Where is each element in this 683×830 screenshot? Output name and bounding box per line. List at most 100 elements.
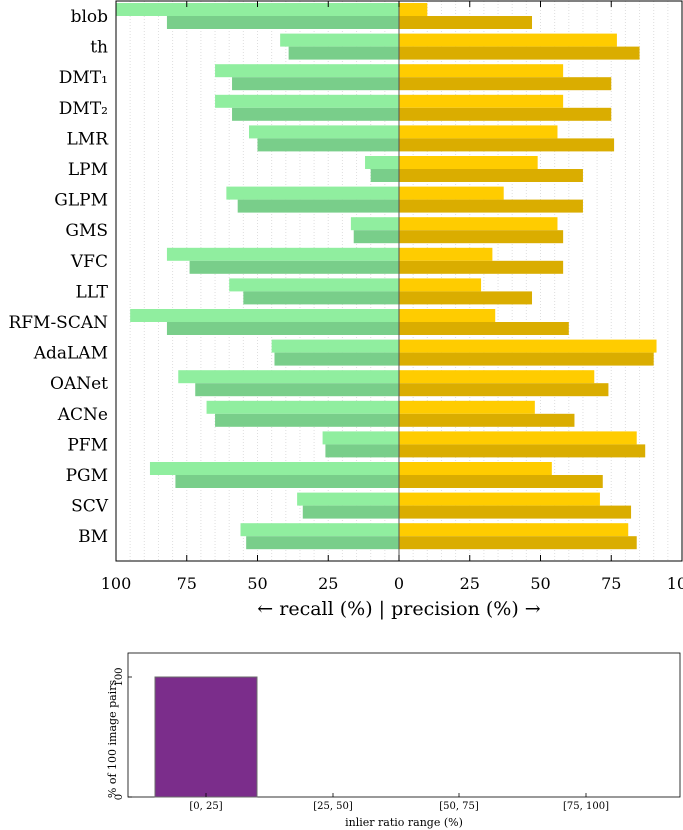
x-tick-label: 25 <box>460 574 480 593</box>
x-tick-label: [25, 50] <box>313 801 353 812</box>
precision-bar <box>399 33 617 47</box>
x-axis-label: ← recall (%) | precision (%) → <box>257 598 540 620</box>
precision-bar <box>399 247 493 261</box>
recall-bar <box>353 230 399 244</box>
category-label: OANet <box>50 374 108 394</box>
precision-bar <box>399 3 428 16</box>
bars <box>154 676 258 798</box>
precision-bar <box>399 138 615 152</box>
precision-bar <box>399 77 612 91</box>
precision-bar <box>399 46 640 60</box>
category-label: th <box>90 38 108 58</box>
recall-bar <box>232 107 399 121</box>
category-label: LMR <box>67 129 110 149</box>
x-tick-label: 100 <box>101 574 132 593</box>
x-tick-label: [75, 100] <box>563 801 609 812</box>
precision-bar <box>399 444 646 458</box>
recall-bar <box>149 462 399 475</box>
precision-bar <box>399 505 632 519</box>
category-label: PFM <box>67 435 108 455</box>
precision-bar <box>399 322 569 335</box>
precision-bar <box>399 199 583 213</box>
x-tick-label: 75 <box>177 574 197 593</box>
precision-bar <box>399 339 657 353</box>
category-label: BM <box>78 527 108 547</box>
precision-bar <box>399 431 637 445</box>
precision-bar <box>399 186 504 200</box>
recall-bar <box>178 370 399 384</box>
precision-bar <box>399 230 564 244</box>
precision-bar <box>399 383 609 397</box>
precision-bar <box>399 400 535 414</box>
recall-bar <box>322 431 399 445</box>
x-tick-label: 25 <box>318 574 338 593</box>
x-tick-label: 0 <box>394 574 404 593</box>
axis-ticks <box>115 1 683 561</box>
category-labels: blob th DMT₁ DMT₂ LMR LPM GLPM GMS VFC LLT RFM-SCA… <box>8 7 109 547</box>
recall-bar <box>232 77 399 91</box>
category-label: VFC <box>70 252 108 272</box>
recall-bar <box>166 16 399 29</box>
recall-bar <box>215 64 399 78</box>
precision-bar <box>399 523 629 537</box>
x-tick-labels: 100 75 50 25 0 25 50 75 100 <box>101 574 683 593</box>
recall-bar <box>365 156 399 169</box>
precision-bar <box>399 156 538 169</box>
recall-bar <box>175 475 399 488</box>
precision-bar <box>399 536 637 550</box>
recall-bar <box>215 413 399 427</box>
inlier-ratio-histogram: [0, 25] [25, 50] [50, 75] [75, 100] 0 100 in… <box>106 652 681 829</box>
precision-bar <box>399 370 595 384</box>
recall-bar <box>350 217 399 231</box>
recall-bar <box>166 247 399 261</box>
x-tick-label: 100 <box>667 574 683 593</box>
y-tick-label: 0 <box>114 794 125 800</box>
recall-bar <box>246 536 399 550</box>
recall-bar <box>195 383 399 397</box>
recall-bar <box>370 169 399 182</box>
category-label: LPM <box>68 160 108 180</box>
precision-bar <box>399 492 600 506</box>
precision-bar <box>399 64 564 78</box>
x-tick-label: 50 <box>247 574 267 593</box>
precision-bar <box>399 94 564 108</box>
x-tick-label: [0, 25] <box>189 801 222 812</box>
recall-bar <box>257 138 399 152</box>
category-label: DMT₂ <box>59 99 108 119</box>
recall-bar <box>226 186 399 200</box>
precision-bar <box>399 462 552 475</box>
y-tick-label: 100 <box>114 667 125 686</box>
precision-bar <box>399 291 533 305</box>
precision-bar <box>399 413 575 427</box>
precision-bar <box>399 169 583 182</box>
category-label: PGM <box>66 466 108 486</box>
recall-bar <box>237 199 399 213</box>
axis-ticks <box>128 676 587 798</box>
recall-bar <box>243 291 399 305</box>
plot-frame <box>127 652 681 798</box>
precision-bar <box>399 309 496 322</box>
recall-bar <box>189 260 399 274</box>
bars <box>116 3 657 550</box>
recall-bar <box>229 278 399 292</box>
category-label: DMT₁ <box>59 68 108 88</box>
precision-bar <box>399 107 612 121</box>
precision-bar <box>399 217 558 231</box>
recall-bar <box>280 33 399 47</box>
recall-bar <box>271 339 399 353</box>
recall-bar <box>302 505 399 519</box>
precision-bar <box>399 16 533 29</box>
category-label: RFM-SCAN <box>8 313 108 333</box>
recall-bar <box>325 444 399 458</box>
y-tick-labels: 0 100 <box>114 667 125 800</box>
recall-bar <box>297 492 399 506</box>
recall-bar <box>274 352 399 366</box>
recall-bar <box>206 400 399 414</box>
recall-bar <box>215 94 399 108</box>
x-tick-label: [50, 75] <box>439 801 479 812</box>
recall-bar <box>166 322 399 335</box>
recall-bar <box>130 309 399 322</box>
category-label: GMS <box>65 221 108 241</box>
precision-bar <box>399 475 603 488</box>
